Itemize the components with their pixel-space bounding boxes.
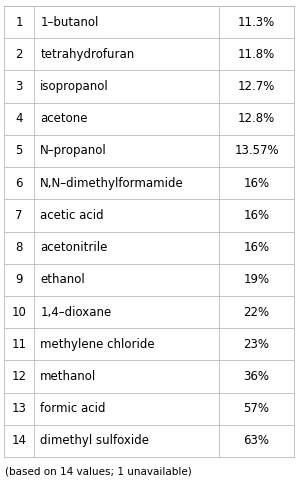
Text: ethanol: ethanol (40, 273, 85, 286)
Text: tetrahydrofuran: tetrahydrofuran (40, 48, 134, 61)
Text: 36%: 36% (243, 370, 269, 383)
Text: 10: 10 (12, 305, 27, 318)
Text: acetic acid: acetic acid (40, 209, 104, 222)
Text: N–propanol: N–propanol (40, 145, 107, 157)
Text: 22%: 22% (243, 305, 270, 318)
Text: 57%: 57% (243, 402, 269, 415)
Text: 19%: 19% (243, 273, 270, 286)
Text: 11.3%: 11.3% (238, 16, 275, 29)
Text: 1–butanol: 1–butanol (40, 16, 99, 29)
Text: 11: 11 (12, 338, 27, 351)
Text: 14: 14 (12, 434, 27, 448)
Text: 8: 8 (15, 241, 23, 254)
Text: methanol: methanol (40, 370, 97, 383)
Text: acetone: acetone (40, 112, 88, 125)
Text: 5: 5 (15, 145, 23, 157)
Text: 12: 12 (12, 370, 27, 383)
Text: 12.8%: 12.8% (238, 112, 275, 125)
Text: 16%: 16% (243, 177, 270, 189)
Text: 2: 2 (15, 48, 23, 61)
Text: 23%: 23% (243, 338, 269, 351)
Text: N,N–dimethylformamide: N,N–dimethylformamide (40, 177, 184, 189)
Text: 1,4–dioxane: 1,4–dioxane (40, 305, 111, 318)
Text: 6: 6 (15, 177, 23, 189)
Text: 13.57%: 13.57% (234, 145, 279, 157)
Text: 16%: 16% (243, 241, 270, 254)
Text: isopropanol: isopropanol (40, 80, 109, 93)
Text: 16%: 16% (243, 209, 270, 222)
Text: dimethyl sulfoxide: dimethyl sulfoxide (40, 434, 149, 448)
Text: 3: 3 (15, 80, 23, 93)
Text: formic acid: formic acid (40, 402, 106, 415)
Text: 9: 9 (15, 273, 23, 286)
Text: 11.8%: 11.8% (238, 48, 275, 61)
Text: 4: 4 (15, 112, 23, 125)
Text: (based on 14 values; 1 unavailable): (based on 14 values; 1 unavailable) (5, 467, 192, 477)
Text: 1: 1 (15, 16, 23, 29)
Text: methylene chloride: methylene chloride (40, 338, 155, 351)
Text: 13: 13 (12, 402, 27, 415)
Text: acetonitrile: acetonitrile (40, 241, 108, 254)
Text: 12.7%: 12.7% (238, 80, 275, 93)
Text: 63%: 63% (243, 434, 269, 448)
Text: 7: 7 (15, 209, 23, 222)
